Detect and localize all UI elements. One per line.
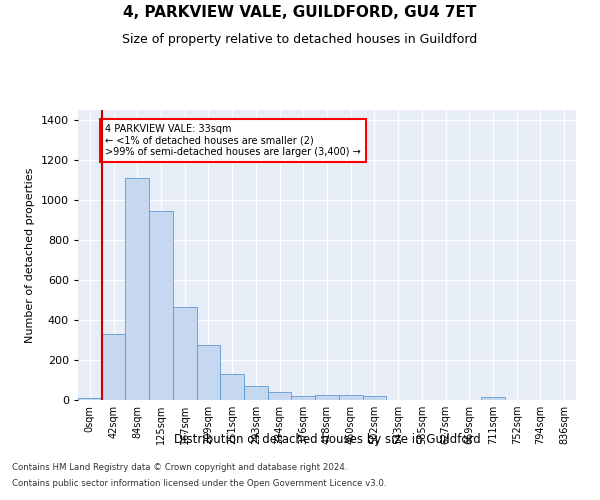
Bar (292, 396, 315, 400)
Bar (244, 386, 268, 400)
Bar (362, 396, 386, 400)
Text: Distribution of detached houses by size in Guildford: Distribution of detached houses by size … (173, 432, 481, 446)
Text: Size of property relative to detached houses in Guildford: Size of property relative to detached ho… (122, 32, 478, 46)
Bar (78, 398, 102, 400)
Bar (173, 308, 197, 400)
Text: 4 PARKVIEW VALE: 33sqm
← <1% of detached houses are smaller (2)
>99% of semi-det: 4 PARKVIEW VALE: 33sqm ← <1% of detached… (105, 124, 361, 157)
Text: Contains HM Land Registry data © Crown copyright and database right 2024.: Contains HM Land Registry data © Crown c… (12, 464, 347, 472)
Y-axis label: Number of detached properties: Number of detached properties (25, 168, 35, 342)
Bar (268, 392, 292, 400)
Text: Contains public sector information licensed under the Open Government Licence v3: Contains public sector information licen… (12, 478, 386, 488)
Bar (339, 395, 362, 400)
Text: 4, PARKVIEW VALE, GUILDFORD, GU4 7ET: 4, PARKVIEW VALE, GUILDFORD, GU4 7ET (124, 5, 476, 20)
Bar (149, 211, 173, 400)
Bar (197, 345, 220, 400)
Bar (315, 394, 339, 400)
Bar (125, 178, 149, 400)
Bar (102, 334, 125, 400)
Bar (220, 374, 244, 400)
Bar (481, 398, 505, 400)
